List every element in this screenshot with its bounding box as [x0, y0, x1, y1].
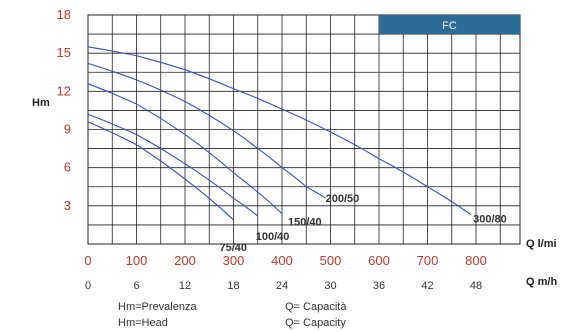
curve-label-75-40: 75/40	[220, 242, 248, 254]
fc-badge	[379, 15, 520, 34]
legend-hm: Hm=Prevalenza	[118, 301, 197, 313]
x-tick-label-lpm: 600	[368, 253, 390, 268]
curve-75-40	[87, 121, 234, 221]
chart-grid	[87, 14, 521, 245]
pump-curves	[87, 46, 472, 221]
y-tick-labels: 3 6 9 12 15 18	[57, 7, 71, 213]
x-tick-label-lpm: 0	[84, 253, 91, 268]
y-tick-label: 9	[64, 122, 71, 137]
plot-frame	[87, 14, 521, 245]
legend: Hm=Prevalenza Q= Capacità Hm=Head Q= Capaci…	[118, 301, 347, 329]
x-tick-label-m3h: 30	[324, 280, 336, 292]
curve-label-100-40: 100/40	[256, 231, 290, 243]
x-axis-title-m3h: Q m/h	[526, 276, 557, 288]
curve-label-150-40: 150/40	[288, 216, 322, 228]
x-tick-label-lpm: 800	[465, 253, 487, 268]
y-tick-label: 6	[64, 160, 71, 175]
x-tick-label-lpm: 100	[126, 253, 148, 268]
legend-q: Q= Capacity	[285, 317, 346, 329]
x-tick-label-m3h: 12	[179, 280, 191, 292]
x-tick-label-lpm: 700	[417, 253, 439, 268]
x-tick-label-lpm: 300	[223, 253, 245, 268]
x-tick-label-lpm: 400	[271, 253, 293, 268]
x-tick-label-m3h: 6	[133, 280, 139, 292]
y-tick-label: 3	[64, 198, 71, 213]
x-tick-label-lpm: 500	[320, 253, 342, 268]
x-tick-label-m3h: 42	[421, 280, 433, 292]
legend-q: Q= Capacità	[285, 301, 347, 313]
legend-hm: Hm=Head	[118, 317, 168, 329]
curve-100-40	[87, 113, 259, 217]
x-tick-label-m3h: 0	[85, 280, 91, 292]
curve-label-300-80: 300/80	[473, 214, 507, 226]
x-tick-label-m3h: 36	[373, 280, 385, 292]
y-tick-label: 18	[57, 7, 71, 22]
curve-300-80	[87, 46, 472, 216]
curve-labels: 300/80 200/50 150/40 100/40 75/40	[220, 193, 507, 254]
y-axis-title: Hm	[32, 97, 50, 109]
y-tick-label: 12	[57, 83, 71, 98]
x-axis-title-lpm: Q l/mi	[526, 238, 557, 250]
x-tick-label-m3h: 48	[470, 280, 482, 292]
x-tick-labels-m3h: 0 6 12 18 24 30 36 42 48	[85, 280, 482, 292]
x-tick-labels-lpm: 0 100 200 300 400 500 600 700 800	[84, 253, 486, 268]
curve-label-200-50: 200/50	[326, 193, 360, 205]
curve-150-40	[87, 83, 283, 214]
curve-200-50	[87, 62, 326, 199]
x-tick-label-m3h: 24	[276, 280, 288, 292]
x-tick-label-m3h: 18	[227, 280, 239, 292]
x-tick-label-lpm: 200	[174, 253, 196, 268]
fc-badge-label: FC	[442, 20, 457, 32]
y-tick-label: 15	[57, 45, 71, 60]
